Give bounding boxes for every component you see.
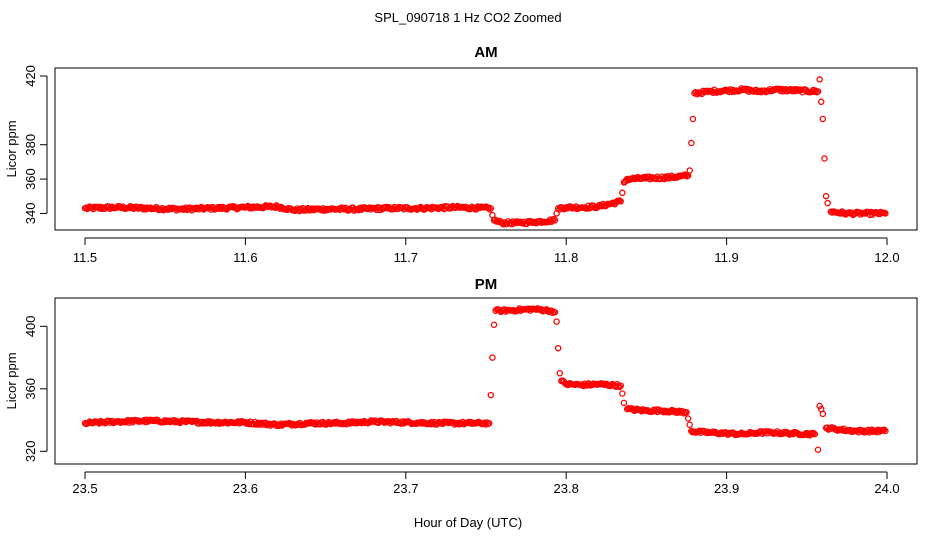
x-tick-label: 24.0 — [874, 481, 899, 496]
data-point — [484, 420, 492, 428]
y-tick-label: 360 — [23, 168, 38, 190]
data-point — [689, 115, 697, 123]
panel-title: AM — [474, 44, 497, 61]
y-tick-label: 340 — [23, 203, 38, 225]
x-axis-label: Hour of Day (UTC) — [414, 515, 522, 530]
panel-pm: PM 23.5 23.6 23.7 23.8 23.9 24.0 320 360 400 Licor… — [4, 276, 918, 496]
data-point — [541, 307, 549, 314]
data-point — [821, 155, 828, 162]
data-point — [487, 391, 495, 399]
y-tick-label: 420 — [23, 65, 38, 87]
data-point — [615, 382, 622, 390]
figure-title: SPL_090718 1 Hz CO2 Zoomed — [374, 10, 561, 25]
data-point — [616, 383, 623, 391]
y-tick-label: 360 — [23, 378, 38, 400]
data-point — [682, 408, 689, 416]
y-tick-label: 320 — [23, 440, 38, 462]
data-points — [81, 305, 889, 453]
data-point — [819, 115, 827, 123]
data-point — [686, 421, 693, 428]
data-point — [683, 173, 691, 180]
data-point — [550, 215, 557, 223]
data-point — [680, 410, 688, 417]
data-point — [549, 217, 556, 224]
data-point — [682, 171, 690, 179]
x-tick-label: 23.7 — [393, 481, 418, 496]
x-tick-label: 11.6 — [233, 250, 257, 265]
x-tick-label: 23.9 — [714, 481, 739, 496]
plot-frame — [54, 67, 918, 231]
data-points — [81, 76, 889, 228]
data-point — [816, 402, 823, 410]
y-tick-label: 380 — [23, 134, 38, 156]
x-tick-label: 12.0 — [874, 250, 899, 265]
data-point — [816, 76, 823, 83]
y-tick-label: 400 — [23, 315, 38, 337]
x-tick-label: 23.6 — [233, 481, 258, 496]
panel-title: PM — [475, 276, 498, 293]
data-point — [553, 318, 560, 325]
data-point — [718, 429, 725, 436]
y-axis-label: Licor ppm — [4, 120, 19, 177]
x-tick-label: 11.8 — [554, 250, 578, 265]
data-point — [486, 206, 493, 213]
x-tick-label: 23.8 — [554, 481, 579, 496]
data-point — [688, 139, 695, 147]
x-tick-label: 11.5 — [73, 250, 97, 265]
data-point — [489, 354, 496, 361]
data-point — [237, 418, 244, 426]
data-point — [819, 410, 827, 418]
data-point — [490, 321, 498, 328]
data-point — [686, 167, 693, 174]
data-point — [813, 89, 821, 96]
data-point — [684, 415, 692, 422]
data-point — [549, 309, 556, 317]
data-point — [619, 189, 626, 197]
data-point — [781, 428, 788, 436]
panel-am: AM 11.5 11.6 11.7 11.8 11.9 12.0 340 360 380 420 Li… — [4, 44, 918, 265]
plot-frame — [54, 297, 918, 465]
data-point — [880, 426, 888, 433]
data-point — [554, 344, 562, 352]
data-point — [619, 390, 626, 397]
x-tick-label: 11.9 — [714, 250, 738, 265]
data-point — [616, 197, 623, 204]
data-point — [824, 199, 831, 207]
y-axis-label: Licor ppm — [4, 352, 19, 409]
data-point — [817, 98, 825, 106]
data-point — [556, 369, 564, 377]
x-tick-label: 11.7 — [394, 250, 418, 265]
data-point — [814, 446, 822, 453]
data-point — [810, 429, 817, 437]
x-tick-label: 23.5 — [72, 481, 97, 496]
data-point — [880, 209, 888, 216]
data-point — [550, 308, 558, 315]
data-point — [620, 399, 628, 407]
data-point — [822, 192, 830, 200]
